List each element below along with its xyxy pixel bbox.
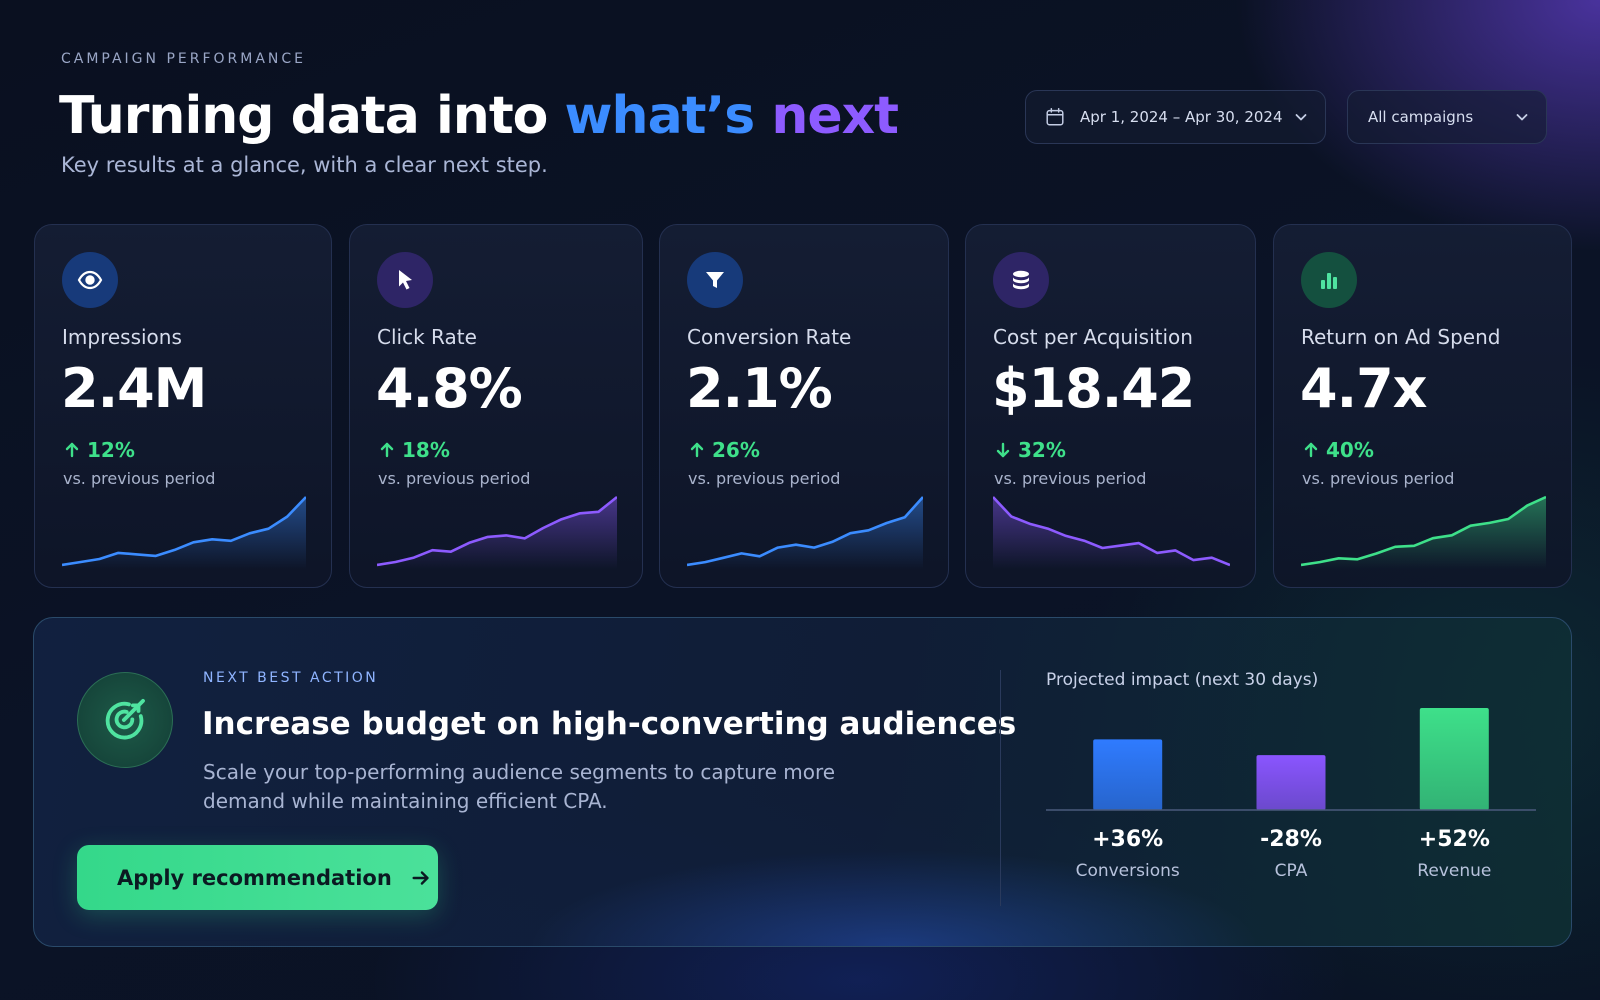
calendar-icon bbox=[1046, 108, 1064, 126]
arrow-up-icon bbox=[688, 441, 712, 459]
metric-delta: 40% bbox=[1302, 438, 1374, 462]
sparkline-line bbox=[377, 495, 617, 567]
eye-icon bbox=[62, 252, 118, 308]
campaign-eyebrow: CAMPAIGN PERFORMANCE bbox=[61, 51, 307, 67]
next-action-description: Scale your top-performing audience segme… bbox=[203, 760, 836, 813]
title-part-1: Turning data into bbox=[59, 86, 548, 146]
arrow-up-icon bbox=[378, 441, 402, 459]
impact-category-label: CPA bbox=[1275, 861, 1308, 881]
metric-delta-value: 40% bbox=[1326, 438, 1374, 462]
arrow-up-icon bbox=[63, 441, 87, 459]
metric-label: Cost per Acquisition bbox=[993, 325, 1193, 349]
campaign-value: All campaigns bbox=[1368, 108, 1474, 126]
metric-delta-value: 18% bbox=[402, 438, 450, 462]
date-range-value: Apr 1, 2024 – Apr 30, 2024 bbox=[1080, 108, 1283, 126]
target-icon bbox=[77, 672, 173, 768]
title-part-3: next bbox=[771, 86, 899, 146]
metric-sparkline bbox=[1301, 495, 1546, 569]
page-title: Turning data into what’s next bbox=[59, 86, 899, 146]
impact-bar-conversions bbox=[1093, 739, 1163, 810]
sparkline-area bbox=[1301, 497, 1546, 569]
impact-value-label: +36% bbox=[1092, 827, 1163, 852]
metric-comparison-note: vs. previous period bbox=[63, 469, 216, 488]
metric-comparison-note: vs. previous period bbox=[378, 469, 531, 488]
metric-card-impressions[interactable]: Impressions 2.4M 12% vs. previous period bbox=[34, 224, 332, 588]
bar-chart-icon bbox=[1301, 252, 1357, 308]
title-part-2: what’s bbox=[564, 86, 756, 146]
page-subtitle: Key results at a glance, with a clear ne… bbox=[61, 153, 548, 177]
impact-value-label: -28% bbox=[1260, 827, 1322, 852]
metric-delta: 26% bbox=[688, 438, 760, 462]
metric-sparkline bbox=[687, 496, 923, 569]
chevron-down-icon bbox=[1295, 114, 1307, 121]
date-range-dropdown[interactable]: Apr 1, 2024 – Apr 30, 2024 bbox=[1025, 90, 1326, 144]
apply-button-label: Apply recommendation bbox=[117, 865, 392, 890]
arrow-right-icon bbox=[412, 870, 429, 885]
metric-value: 4.7x bbox=[1300, 357, 1427, 420]
metric-sparkline bbox=[62, 496, 306, 569]
impact-category-label: Revenue bbox=[1417, 861, 1491, 881]
metric-value: 2.1% bbox=[686, 357, 833, 420]
metric-card-cost-per-acquisition[interactable]: Cost per Acquisition $18.42 32% vs. previou… bbox=[965, 224, 1256, 588]
impact-value-label: +52% bbox=[1419, 827, 1490, 852]
metric-comparison-note: vs. previous period bbox=[688, 469, 841, 488]
metric-delta: 12% bbox=[63, 438, 135, 462]
sparkline-line bbox=[1301, 495, 1546, 567]
metric-value: 2.4M bbox=[61, 357, 207, 420]
apply-recommendation-button[interactable]: Apply recommendation bbox=[77, 845, 438, 910]
metric-comparison-note: vs. previous period bbox=[1302, 469, 1455, 488]
metric-delta-value: 12% bbox=[87, 438, 135, 462]
impact-bar-cpa bbox=[1256, 755, 1326, 810]
impact-bar-revenue bbox=[1419, 708, 1489, 810]
sparkline-line bbox=[687, 496, 923, 567]
campaign-dropdown[interactable]: All campaigns bbox=[1347, 90, 1547, 144]
impact-category-label: Conversions bbox=[1076, 861, 1180, 881]
metric-label: Impressions bbox=[62, 325, 182, 349]
metric-label: Conversion Rate bbox=[687, 325, 852, 349]
metric-sparkline bbox=[377, 495, 617, 569]
metric-sparkline bbox=[993, 496, 1230, 569]
panel-divider bbox=[1000, 670, 1001, 906]
metric-delta-value: 26% bbox=[712, 438, 760, 462]
metric-card-conversion-rate[interactable]: Conversion Rate 2.1% 26% vs. previous perio… bbox=[659, 224, 949, 588]
metric-delta: 18% bbox=[378, 438, 450, 462]
sparkline-area bbox=[62, 497, 306, 569]
cursor-icon bbox=[377, 252, 433, 308]
metric-comparison-note: vs. previous period bbox=[994, 469, 1147, 488]
metric-card-click-rate[interactable]: Click Rate 4.8% 18% vs. previous period bbox=[349, 224, 643, 588]
sparkline-area bbox=[993, 497, 1230, 569]
chevron-down-icon bbox=[1516, 114, 1528, 121]
impact-title: Projected impact (next 30 days) bbox=[1046, 670, 1319, 690]
sparkline-line bbox=[993, 496, 1230, 567]
arrow-up-icon bbox=[1302, 441, 1326, 459]
metric-delta: 32% bbox=[994, 438, 1066, 462]
arrow-down-icon bbox=[994, 441, 1018, 459]
funnel-icon bbox=[687, 252, 743, 308]
metric-value: 4.8% bbox=[376, 357, 523, 420]
sparkline-area bbox=[687, 497, 923, 569]
metric-delta-value: 32% bbox=[1018, 438, 1066, 462]
next-best-action-panel: NEXT BEST ACTION Increase budget on high… bbox=[33, 617, 1572, 947]
next-action-title: Increase budget on high-converting audie… bbox=[202, 706, 1017, 742]
next-action-eyebrow: NEXT BEST ACTION bbox=[203, 670, 379, 686]
metric-label: Return on Ad Spend bbox=[1301, 325, 1501, 349]
metric-card-return-on-ad-spend[interactable]: Return on Ad Spend 4.7x 40% vs. previous pe… bbox=[1273, 224, 1572, 588]
projected-impact-chart: +36% Conversions -28% CPA +52% Revenue bbox=[1046, 708, 1536, 881]
metric-label: Click Rate bbox=[377, 325, 477, 349]
metric-value: $18.42 bbox=[992, 357, 1195, 420]
coins-icon bbox=[993, 252, 1049, 308]
sparkline-line bbox=[62, 496, 306, 567]
